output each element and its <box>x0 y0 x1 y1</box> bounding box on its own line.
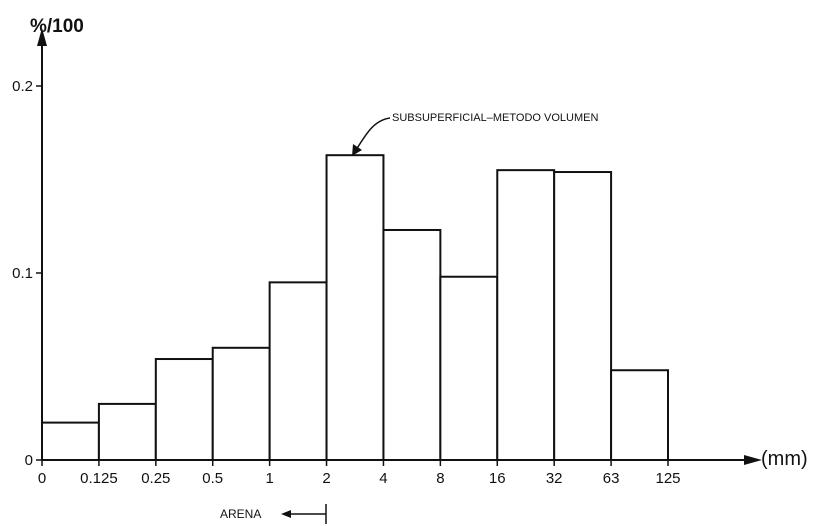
x-tick-label: 1 <box>265 470 273 487</box>
y-axis-label: %/100 <box>30 16 84 37</box>
y-tick-label: 0 <box>25 452 33 469</box>
chart-annotation: SUBSUPERFICIAL–METODO VOLUMEN <box>392 112 598 124</box>
x-tick-label: 2 <box>322 470 330 487</box>
x-tick-label: 0.5 <box>202 470 223 487</box>
arena-arrowhead <box>281 510 291 518</box>
y-ticks-group: 0 0.1 0.2 <box>12 78 42 469</box>
x-tick-label: 0.25 <box>141 470 170 487</box>
x-axis-label: (mm) <box>761 448 808 470</box>
bar-3 <box>154 358 214 461</box>
x-tick-label: 16 <box>489 470 506 487</box>
y-tick-label: 0.1 <box>12 265 33 282</box>
y-tick-label: 0.2 <box>12 78 33 95</box>
bar-7 <box>382 228 442 461</box>
arena-label: ARENA <box>220 507 261 521</box>
x-axis-arrowhead <box>744 455 762 465</box>
annotation-arrowhead <box>352 144 362 156</box>
bar-6 <box>325 154 385 461</box>
x-tick-label: 32 <box>546 470 563 487</box>
bar-8 <box>439 275 499 461</box>
x-tick-label: 125 <box>655 470 680 487</box>
bar-11 <box>610 369 669 461</box>
x-tick-label: 8 <box>436 470 444 487</box>
y-axis-arrowhead <box>37 28 47 46</box>
x-tick-label: 0.125 <box>80 470 118 487</box>
bars-group <box>41 154 669 462</box>
bar-4 <box>211 346 271 461</box>
bar-2 <box>97 402 157 461</box>
x-ticks-group: 0 0.125 0.25 0.5 1 2 4 8 16 32 63 125 <box>38 460 681 487</box>
x-tick-label: 63 <box>603 470 620 487</box>
bar-5 <box>268 281 328 461</box>
bar-1 <box>41 421 100 462</box>
x-tick-label: 0 <box>38 470 46 487</box>
bar-9 <box>496 169 556 461</box>
bar-10 <box>553 171 613 462</box>
annotation-leader <box>355 117 391 151</box>
x-tick-label: 4 <box>379 470 387 487</box>
